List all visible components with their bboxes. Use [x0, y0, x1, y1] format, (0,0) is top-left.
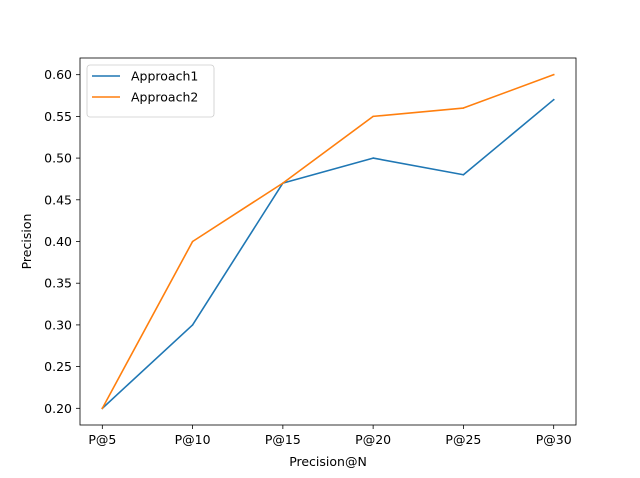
series-line-1: [101, 98, 555, 410]
x-tick-label-5: P@30: [536, 432, 572, 447]
data-point-series2-5: [552, 73, 555, 76]
x-tick-label-4: P@25: [445, 432, 481, 447]
legend-label-1: Approach1: [131, 69, 198, 84]
y-axis-title: Precision: [19, 214, 34, 270]
x-axis-title: Precision@N: [289, 454, 367, 469]
y-tick-label-5: 0.45: [44, 192, 72, 207]
x-tick-label-1: P@10: [175, 432, 211, 447]
y-tick-label-6: 0.50: [44, 151, 72, 166]
legend-label-2: Approach2: [131, 90, 198, 105]
legend-box: [86, 64, 215, 118]
y-tick-label-1: 0.25: [44, 359, 72, 374]
data-point-series1-5: [552, 98, 555, 101]
legend: Approach1 Approach2: [86, 64, 215, 118]
y-tick-label-0: 0.20: [44, 401, 72, 416]
series-line-2: [101, 73, 555, 410]
x-tick-label-0: P@5: [88, 432, 116, 447]
data-point-series1-3: [372, 157, 374, 159]
x-axis-ticks: P@5 P@10 P@15 P@20 P@25 P@30: [88, 425, 572, 447]
data-point-series2-0: [101, 407, 104, 410]
data-point-series2-1: [191, 240, 194, 243]
data-point-series2-4: [462, 107, 465, 109]
data-point-series2-3: [372, 115, 374, 118]
y-tick-label-3: 0.35: [44, 276, 72, 291]
data-point-series2-2: [282, 182, 284, 184]
series-layer: [101, 73, 555, 410]
y-tick-label-2: 0.30: [44, 317, 72, 332]
y-tick-label-8: 0.60: [44, 67, 72, 82]
data-point-series1-4: [462, 173, 465, 176]
y-tick-label-4: 0.40: [44, 234, 72, 249]
y-axis-ticks: 0.20 0.25 0.30 0.35 0.40 0.45 0.50 0.55 0.60: [44, 67, 80, 416]
x-tick-label-2: P@15: [265, 432, 301, 447]
plot-area-background: [80, 58, 576, 425]
data-point-series1-1: [191, 324, 194, 326]
x-tick-label-3: P@20: [355, 432, 391, 447]
y-tick-label-7: 0.55: [44, 109, 72, 124]
